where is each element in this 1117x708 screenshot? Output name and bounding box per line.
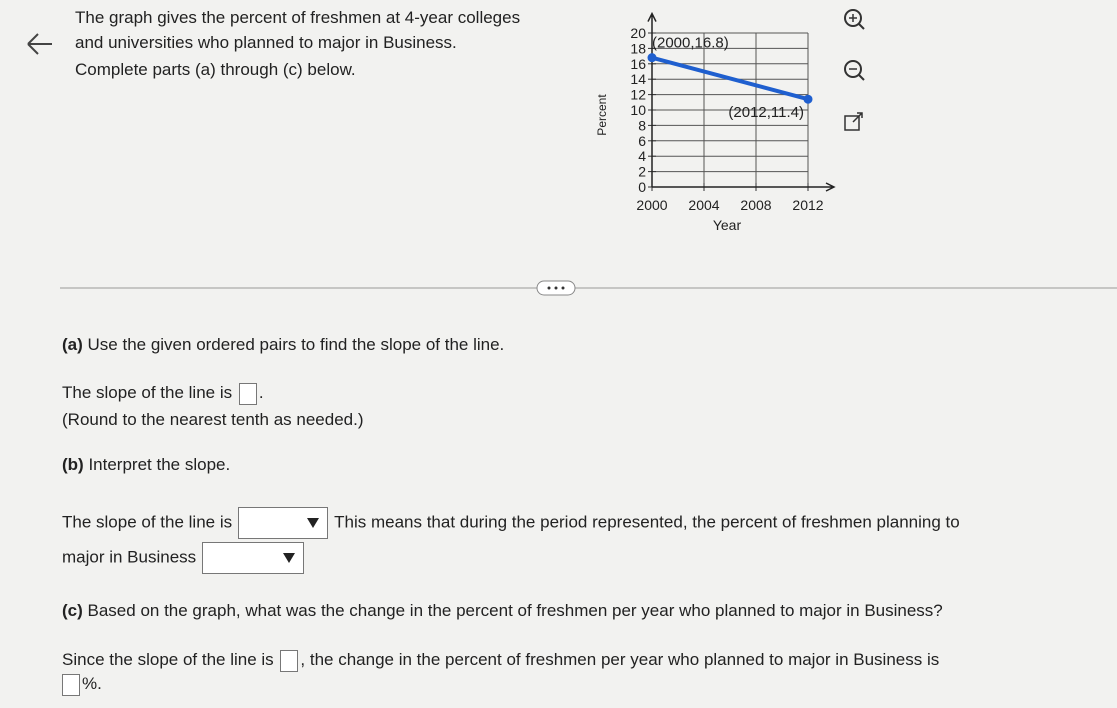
answer-input[interactable] (62, 673, 80, 696)
part-b-question: (b) Interpret the slope. (62, 454, 230, 476)
expand-button[interactable] (536, 280, 576, 296)
question: Interpret the slope. (88, 455, 231, 474)
question: Based on the graph, what was the change … (87, 601, 943, 620)
data-point (647, 53, 657, 63)
problem-line: and universities who planned to major in… (75, 33, 457, 52)
x-axis (652, 182, 836, 192)
answer-text: , the change in the percent of freshmen … (300, 650, 940, 669)
answer-input[interactable] (280, 649, 299, 672)
part-label: (b) (62, 455, 84, 474)
answer-text: . (258, 383, 264, 402)
note: (Round to the nearest tenth as needed.) (62, 410, 364, 429)
dropdown[interactable] (238, 507, 329, 539)
zoom-in-icon[interactable] (844, 9, 865, 30)
part-b-answer: The slope of the line is This means that … (62, 507, 960, 539)
y-tick-label: 8 (638, 117, 646, 133)
part-label: (c) (62, 601, 83, 620)
zoom-out-icon[interactable] (844, 60, 865, 81)
part-c-answer: Since the slope of the line is , the cha… (62, 649, 939, 672)
x-tick-label: 2008 (740, 197, 771, 213)
y-tick-label: 20 (630, 25, 646, 41)
part-b-answer: major in Business (62, 542, 310, 574)
data-line (651, 55, 809, 102)
y-tick-label: 6 (638, 133, 646, 149)
y-axis (647, 11, 657, 187)
part-a-answer: The slope of the line is . (62, 382, 264, 405)
answer-text: Since the slope of the line is (62, 650, 274, 669)
part-label: (a) (62, 335, 83, 354)
problem-line: The graph gives the percent of freshmen … (75, 8, 521, 27)
back-arrow[interactable] (27, 33, 52, 55)
y-tick-label: 18 (630, 40, 646, 56)
popout-icon[interactable] (844, 112, 863, 131)
answer-text: This means that during the period repres… (334, 512, 960, 532)
part-c-answer: %. (60, 673, 102, 696)
answer-text: The slope of the line is (62, 383, 233, 402)
y-tick-label: 0 (638, 179, 646, 195)
y-tick-label: 2 (638, 164, 646, 180)
y-tick-label: 14 (630, 71, 646, 87)
part-c-question: (c) Based on the graph, what was the cha… (62, 600, 943, 622)
y-tick-label: 16 (630, 56, 646, 72)
x-axis-label: Year (713, 217, 742, 233)
y-axis-label: Percent (595, 94, 609, 136)
x-tick-label: 2004 (688, 197, 719, 213)
y-tick-label: 10 (630, 102, 646, 118)
x-tick-label: 2000 (636, 197, 667, 213)
x-tick-label: 2012 (792, 197, 823, 213)
y-tick-label: 4 (638, 148, 646, 164)
point-annotation: (2000,16.8) (652, 35, 729, 52)
answer-text: The slope of the line is (62, 512, 233, 532)
y-tick-label: 12 (630, 87, 646, 103)
dropdown[interactable] (202, 542, 305, 574)
answer-text: major in Business (62, 547, 197, 567)
problem-line: Complete parts (a) through (c) below. (75, 60, 356, 79)
part-a-question: (a) Use the given ordered pairs to find … (62, 334, 504, 356)
data-point (803, 94, 813, 104)
question: Use the given ordered pairs to find the … (87, 335, 505, 354)
answer-text: %. (82, 674, 102, 693)
answer-input[interactable] (238, 382, 257, 405)
point-annotation: (2012,11.4) (728, 104, 804, 121)
